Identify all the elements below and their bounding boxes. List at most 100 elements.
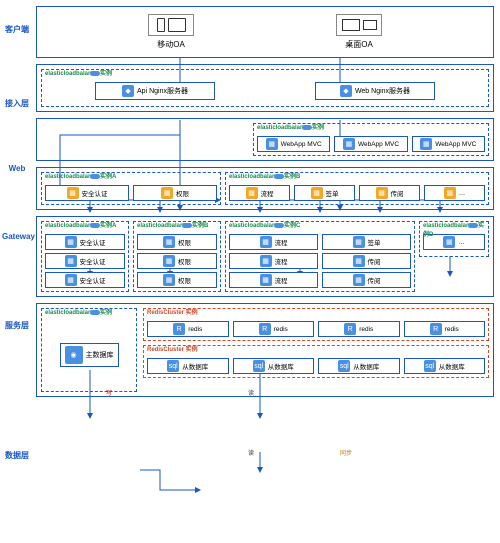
- redis-icon: R: [430, 323, 442, 335]
- node-web-nginx: ◆ Web Nginx服务器: [315, 82, 435, 100]
- access-group-label: elasticloadbalance 实例: [45, 68, 112, 77]
- cloud-icon: [90, 223, 100, 228]
- gateway-group-a: elasticloadbalance 实例A ▦安全认证 ▦权限: [41, 172, 221, 205]
- side-data: 数据层: [2, 450, 32, 461]
- svc-gd-label: elasticloadbalance 实例D: [423, 220, 488, 238]
- redis-icon: R: [259, 323, 271, 335]
- svc-icon: ▦: [65, 255, 77, 267]
- svc-perm-2: ▦权限: [137, 253, 217, 269]
- slave-3: sql从数据库: [318, 358, 400, 374]
- slave-2: sql从数据库: [233, 358, 315, 374]
- sql-icon: sql: [424, 360, 436, 372]
- label-read1: 读: [248, 388, 254, 397]
- module-icon: ▦: [444, 187, 456, 199]
- module-icon: ▦: [376, 187, 388, 199]
- svc-icon: ▦: [260, 236, 272, 248]
- module-icon: ▦: [246, 187, 258, 199]
- cloud-icon: [90, 310, 100, 315]
- svc-c2: ▦流程: [229, 253, 318, 269]
- svc-e1: ▦传阅: [322, 253, 411, 269]
- svc-c3: ▦流程: [229, 272, 318, 288]
- svc-gd: elasticloadbalance 实例D ▦…: [419, 221, 489, 257]
- svc-ga: elasticloadbalance 实例A ▦安全认证 ▦安全认证 ▦安全认证: [41, 221, 129, 292]
- redis-glabel: RedisCluster 实例: [147, 307, 198, 316]
- db-icon: ◉: [65, 346, 83, 364]
- phone-icon: [157, 18, 165, 32]
- svc-ga-label: elasticloadbalance 实例A: [45, 220, 116, 229]
- slave-4: sql从数据库: [404, 358, 486, 374]
- cloud-icon: [274, 174, 284, 179]
- gw-ga-label: elasticloadbalance 实例A: [45, 171, 116, 180]
- svc-gb: elasticloadbalance 实例B ▦权限 ▦权限 ▦权限: [133, 221, 221, 292]
- node-maindb: ◉ 主数据库: [60, 343, 119, 367]
- layer-client: 移动OA 桌面OA: [36, 6, 494, 58]
- node-webapp-2: ▦WebApp MVC: [334, 136, 407, 152]
- laptop-icon: [363, 20, 377, 30]
- module-icon: ▦: [67, 187, 79, 199]
- svc-icon: ▦: [65, 274, 77, 286]
- gw-pass: ▦传阅: [359, 185, 420, 201]
- data-main-glabel: elasticloadbalance 实例: [45, 307, 112, 316]
- cloud-icon: [274, 223, 284, 228]
- data-main-group: elasticloadbalance 实例 ◉ 主数据库: [41, 308, 137, 392]
- layer-service: elasticloadbalance 实例A ▦安全认证 ▦安全认证 ▦安全认证…: [36, 216, 494, 297]
- nginx-icon: ◆: [340, 85, 352, 97]
- redis-1: Rredis: [147, 321, 229, 337]
- api-nginx-label: Api Nginx服务器: [137, 86, 188, 96]
- svc-gc: elasticloadbalance 实例C ▦流程 ▦签单 ▦流程 ▦传阅 ▦…: [225, 221, 415, 292]
- svc-auth-2: ▦安全认证: [45, 253, 125, 269]
- svc-icon: ▦: [260, 255, 272, 267]
- svc-auth-3: ▦安全认证: [45, 272, 125, 288]
- redis-4: Rredis: [404, 321, 486, 337]
- svc-e2: ▦传阅: [322, 272, 411, 288]
- nginx-icon: ◆: [122, 85, 134, 97]
- gw-perm: ▦权限: [133, 185, 217, 201]
- app-icon: ▦: [420, 138, 432, 150]
- redis-2: Rredis: [233, 321, 315, 337]
- client-mobile-label: 移动OA: [157, 39, 185, 50]
- layer-data: elasticloadbalance 实例 ◉ 主数据库 RedisCluste…: [36, 303, 494, 397]
- svc-d1: ▦签单: [322, 234, 411, 250]
- svc-perm-1: ▦权限: [137, 234, 217, 250]
- layer-gateway: elasticloadbalance 实例A ▦安全认证 ▦权限 elastic…: [36, 167, 494, 210]
- gw-auth: ▦安全认证: [45, 185, 129, 201]
- svc-gb-label: elasticloadbalance 实例B: [137, 220, 208, 229]
- gateway-group-b: elasticloadbalance 实例B ▦流程 ▦签单 ▦传阅 ▦…: [225, 172, 489, 205]
- app-icon: ▦: [343, 138, 355, 150]
- side-access: 接入层: [2, 98, 32, 109]
- node-api-nginx: ◆ Api Nginx服务器: [95, 82, 215, 100]
- cloud-icon: [302, 125, 312, 130]
- label-sync: 同步: [340, 448, 352, 457]
- side-web: Web: [2, 164, 32, 173]
- side-service: 服务层: [2, 320, 32, 331]
- access-group: elasticloadbalance 实例 ◆ Api Nginx服务器 ◆ W…: [41, 69, 489, 107]
- web-nginx-label: Web Nginx服务器: [355, 86, 410, 96]
- monitor-icon: [342, 19, 360, 31]
- svc-icon: ▦: [353, 236, 365, 248]
- web-group: elasticloadbalance 实例 ▦WebApp MVC ▦WebAp…: [253, 123, 489, 156]
- svc-icon: ▦: [353, 255, 365, 267]
- cloud-icon: [182, 223, 192, 228]
- sql-icon: sql: [338, 360, 350, 372]
- gw-more: ▦…: [424, 185, 485, 201]
- cloud-icon: [90, 71, 100, 76]
- redis-icon: R: [173, 323, 185, 335]
- svc-icon: ▦: [65, 236, 77, 248]
- svc-c1: ▦流程: [229, 234, 318, 250]
- sql-glabel: RedisCluster 实例: [147, 344, 198, 353]
- redis-group: RedisCluster 实例 Rredis Rredis Rredis Rre…: [143, 308, 489, 341]
- layer-web: elasticloadbalance 实例 ▦WebApp MVC ▦WebAp…: [36, 118, 494, 161]
- module-icon: ▦: [311, 187, 323, 199]
- side-gateway: Gateway: [2, 232, 32, 241]
- svc-gc-label: elasticloadbalance 实例C: [229, 220, 300, 229]
- client-desktop-icons: [336, 14, 382, 36]
- redis-icon: R: [344, 323, 356, 335]
- sql-icon: sql: [167, 360, 179, 372]
- tablet-icon: [168, 18, 186, 32]
- gw-gb-label: elasticloadbalance 实例B: [229, 171, 300, 180]
- cloud-icon: [468, 223, 478, 228]
- gw-flow: ▦流程: [229, 185, 290, 201]
- layer-access: elasticloadbalance 实例 ◆ Api Nginx服务器 ◆ W…: [36, 64, 494, 112]
- client-mobile-icons: [148, 14, 194, 36]
- web-group-label: elasticloadbalance 实例: [257, 122, 324, 131]
